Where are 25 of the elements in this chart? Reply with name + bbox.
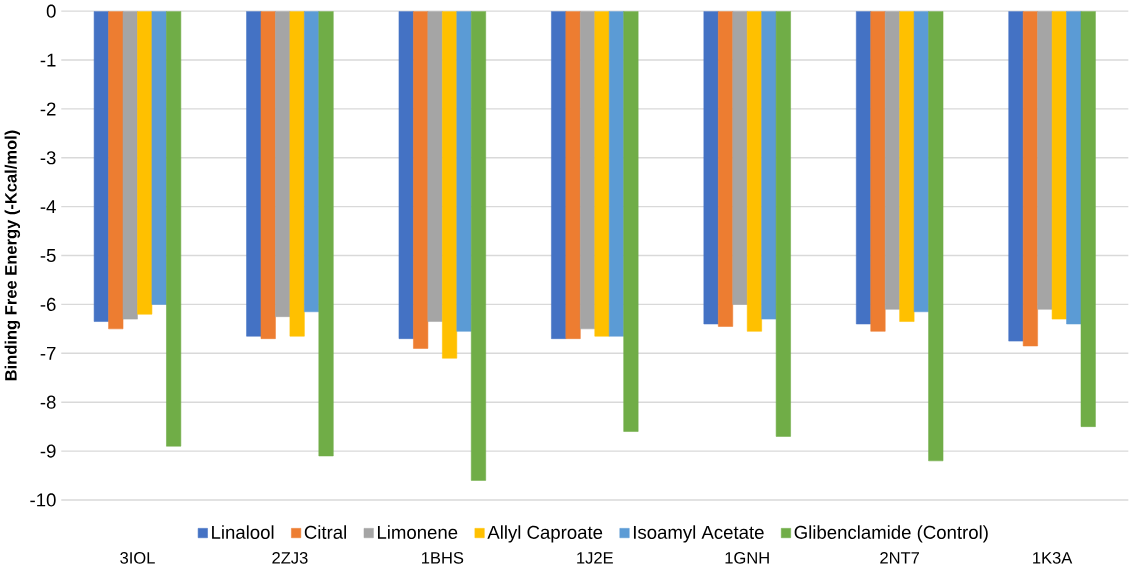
y-tick-label: -6 [40,297,56,311]
legend-label: Citral [304,525,346,539]
y-tick-label: -7 [40,346,56,360]
y-axis-title: Binding Free Energy (-Kcal/mol) [4,130,21,381]
x-tick-label: 1K3A [1033,551,1073,564]
y-tick-label: -4 [40,200,56,213]
x-tick-label: 3IOL [120,551,155,564]
y-tick-label: -8 [40,395,56,409]
y-tick-label: -10 [30,493,56,507]
x-tick-label: 1J2E [577,551,613,564]
y-tick-label: -5 [40,248,56,262]
legend-label: Allyl Caproate [487,525,603,543]
legend-label: Limonene [377,525,458,539]
legend-label: Isoamyl Acetate [633,525,764,543]
x-tick-label: 2NT7 [880,551,920,564]
y-tick-label: -2 [40,102,56,116]
y-tick-label: -9 [40,444,56,458]
y-tick-label: -3 [40,151,56,165]
x-tick-label: 2ZJ3 [272,551,308,564]
legend-label: Linalool [212,525,274,539]
x-tick-label: 1GNH [725,551,769,564]
y-tick-label: -1 [40,53,56,67]
y-tick-label: 0 [46,4,56,18]
x-tick-label: 1BHS [422,551,464,564]
legend-label: Glibenclamide (Control) [794,525,988,543]
